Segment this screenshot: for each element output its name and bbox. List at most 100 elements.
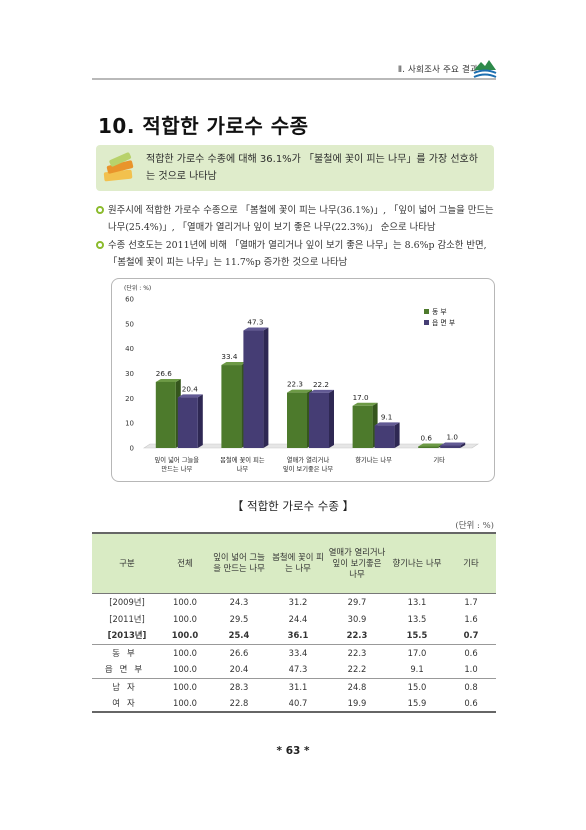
bullet-circle-icon bbox=[96, 206, 104, 214]
bar-chart: (단위 : %) 0 10 20 30 40 50 60 26.6 20.4 잎이 넓어 그늘을만드… bbox=[124, 284, 479, 473]
table-cell: 15.9 bbox=[388, 695, 446, 713]
legend-swatch bbox=[424, 320, 429, 325]
bar-value-label: 1.0 bbox=[446, 433, 458, 442]
bar-value-label: 47.3 bbox=[247, 318, 263, 327]
bar-side bbox=[329, 389, 334, 448]
bullet-circle-icon bbox=[96, 241, 104, 249]
table-cell: 1.0 bbox=[446, 661, 496, 679]
table-cell: [2011년] bbox=[109, 613, 145, 624]
legend-label: 동 부 bbox=[432, 308, 447, 316]
bar-side bbox=[197, 394, 203, 448]
table-row: [2013년] 100.0 25.4 36.1 22.3 15.5 0.7 bbox=[92, 627, 496, 645]
bar-top bbox=[374, 422, 400, 426]
section-title: 10. 적합한 가로수 수종 bbox=[98, 114, 309, 138]
table-cell: 28.3 bbox=[229, 681, 249, 692]
page-number: * 63 * bbox=[276, 745, 310, 757]
bar-value-label: 9.1 bbox=[381, 412, 392, 421]
table-header-row: 구분 전체 잎이 넓어 그늘을 만드는 나무 봄철에 꽃이 피는 나무 열매가 … bbox=[92, 532, 496, 594]
x-category-label: 향기나는 나무 bbox=[355, 455, 392, 464]
table-row: 읍면부 100.0 20.4 47.3 22.2 9.1 1.0 bbox=[92, 661, 496, 679]
table-header-cell: 잎이 넓어 그늘을 만드는 나무 bbox=[208, 532, 270, 594]
table-cell: 100.0 bbox=[162, 661, 208, 679]
bar bbox=[221, 365, 242, 448]
table-cell: 동부 bbox=[112, 647, 142, 658]
x-category-label: 열매가 열리거나 bbox=[287, 455, 330, 464]
bar-top bbox=[243, 327, 269, 331]
table-cell: 22.3 bbox=[347, 647, 367, 658]
header-rule bbox=[92, 78, 496, 80]
bullet-text: 원주시에 적합한 가로수 수종으로 「봄철에 꽃이 피는 나무(36.1%)」,… bbox=[108, 205, 494, 233]
table-cell: 33.4 bbox=[288, 647, 308, 658]
table-cell: 100.0 bbox=[173, 596, 197, 607]
table-cell: 0.6 bbox=[446, 695, 496, 713]
legend-swatch bbox=[424, 309, 429, 314]
bar-top bbox=[352, 402, 378, 406]
table-cell: 20.4 bbox=[208, 661, 270, 679]
x-category-label: 잎이 보기좋은 나무 bbox=[283, 464, 334, 473]
bar-top bbox=[287, 389, 312, 393]
table-cell: 0.8 bbox=[464, 681, 478, 692]
table-cell: 19.9 bbox=[326, 695, 388, 713]
summary-box: 적합한 가로수 수종에 대해 36.1%가 「불철에 꽃이 피는 나무」를 가장… bbox=[96, 145, 494, 191]
bar bbox=[243, 330, 264, 448]
table-title: 【 적합한 가로수 수종 】 bbox=[231, 499, 355, 513]
bar-top bbox=[177, 394, 203, 398]
bar bbox=[177, 397, 198, 448]
bar bbox=[309, 392, 329, 448]
table-cell: 13.5 bbox=[407, 613, 427, 624]
bar-value-label: 22.2 bbox=[313, 380, 329, 389]
bar-top bbox=[155, 378, 181, 382]
table-row: 남자 100.0 28.3 31.1 24.8 15.0 0.8 bbox=[92, 678, 496, 695]
bar-side bbox=[394, 422, 400, 448]
chart-unit-label: (단위 : %) bbox=[124, 284, 151, 292]
bar bbox=[418, 446, 439, 448]
y-tick-label: 0 bbox=[130, 445, 134, 453]
table-cell: 남자 bbox=[112, 681, 142, 692]
x-category-label: 기타 bbox=[433, 455, 445, 464]
y-tick-label: 20 bbox=[125, 395, 134, 403]
bar bbox=[155, 381, 176, 448]
table-cell: 29.7 bbox=[347, 596, 367, 607]
table-cell: 31.2 bbox=[288, 596, 308, 607]
bar-top bbox=[221, 362, 247, 366]
bullet-item: 원주시에 적합한 가로수 수종으로 「봄철에 꽃이 피는 나무(36.1%)」,… bbox=[96, 202, 496, 236]
bullet-text: 수종 선호도는 2011년에 비해 「열매가 열리거나 잎이 보기 좋은 나무」… bbox=[108, 240, 487, 268]
table-cell: 100.0 bbox=[173, 681, 197, 692]
table-cell: 100.0 bbox=[162, 627, 208, 645]
table-unit: (단위 : %) bbox=[455, 521, 494, 531]
bar-side bbox=[460, 442, 466, 448]
table-cell: 29.5 bbox=[229, 613, 249, 624]
table-cell: 47.3 bbox=[270, 661, 326, 679]
bar-value-label: 26.6 bbox=[156, 369, 172, 378]
y-tick-label: 50 bbox=[125, 320, 134, 328]
table-header-cell: 기타 bbox=[446, 532, 496, 594]
bar-side bbox=[263, 327, 269, 448]
table-header-cell: 구분 bbox=[92, 532, 162, 594]
table-cell: 24.4 bbox=[288, 613, 308, 624]
table-cell: 22.2 bbox=[326, 661, 388, 679]
table-cell: 25.4 bbox=[208, 627, 270, 645]
data-table: 구분 전체 잎이 넓어 그늘을 만드는 나무 봄철에 꽃이 피는 나무 열매가 … bbox=[92, 532, 496, 713]
running-header-section: Ⅱ. 사회조사 주요 결과 bbox=[397, 65, 478, 75]
table-cell: 0.6 bbox=[464, 647, 478, 658]
bar-top bbox=[309, 389, 334, 393]
table-cell: 22.3 bbox=[326, 627, 388, 645]
y-tick-label: 40 bbox=[125, 345, 134, 353]
table-cell: 1.7 bbox=[464, 596, 478, 607]
table-cell: [2009년] bbox=[109, 596, 145, 607]
table-cell: 15.0 bbox=[407, 681, 427, 692]
table-cell: 24.3 bbox=[229, 596, 249, 607]
table-cell: 100.0 bbox=[173, 613, 197, 624]
bullet-item: 수종 선호도는 2011년에 비해 「열매가 열리거나 잎이 보기 좋은 나무」… bbox=[96, 237, 496, 271]
table-cell: 17.0 bbox=[407, 647, 427, 658]
bar-value-label: 17.0 bbox=[353, 393, 369, 402]
y-tick-label: 30 bbox=[125, 370, 134, 378]
table-row: [2011년] 100.0 29.5 24.4 30.9 13.5 1.6 bbox=[92, 610, 496, 627]
table-row: 동부 100.0 26.6 33.4 22.3 17.0 0.6 bbox=[92, 644, 496, 661]
bar bbox=[440, 445, 461, 448]
x-category-label: 만드는 나무 bbox=[161, 464, 192, 473]
table-cell: 9.1 bbox=[388, 661, 446, 679]
table-row: [2009년] 100.0 24.3 31.2 29.7 13.1 1.7 bbox=[92, 593, 496, 610]
x-category-label: 봄철에 꽃이 피는 bbox=[220, 455, 265, 464]
table-cell: 여자 bbox=[92, 695, 162, 713]
